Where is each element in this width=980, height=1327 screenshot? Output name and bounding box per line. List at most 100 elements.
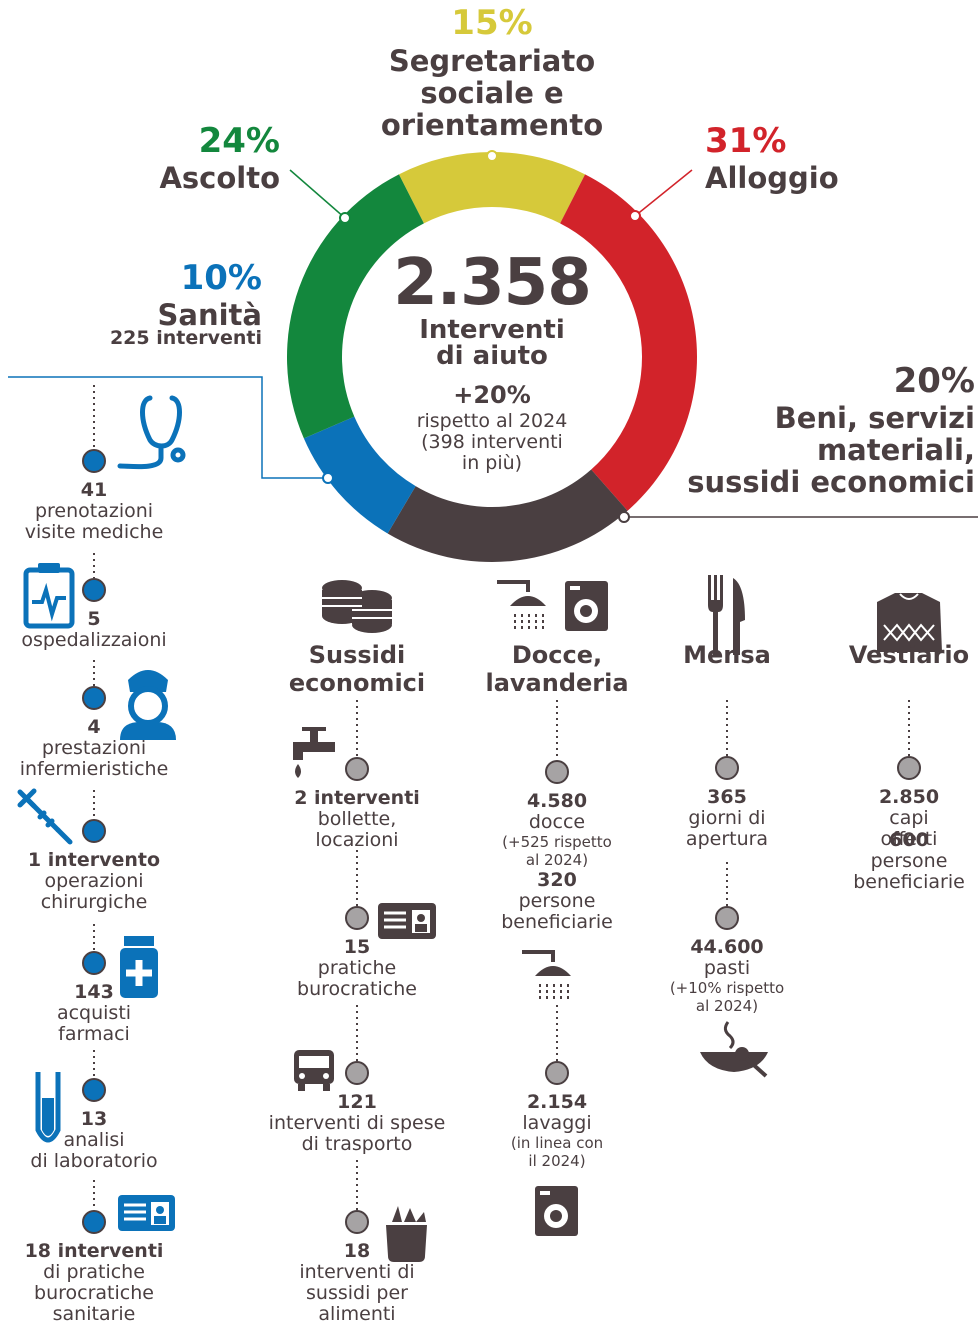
item-txt: capi offerti	[880, 807, 938, 850]
item-txt: pasti	[703, 957, 751, 979]
stethoscope-icon	[117, 395, 186, 470]
item-num: 365	[707, 786, 747, 808]
category-label: Sanità	[157, 298, 262, 332]
item-number: 18 interventi	[24, 1240, 164, 1262]
percent-label: 10%	[180, 258, 262, 298]
washer-icon	[535, 1186, 578, 1236]
item-number: 41	[80, 479, 108, 501]
sweater-icon	[877, 593, 942, 652]
item-note: (+10% rispetto al 2024)	[669, 979, 785, 1015]
category-label: Ascolto	[159, 161, 280, 195]
bullet	[82, 686, 106, 710]
item-number: 13	[80, 1108, 108, 1130]
grocery-bag-icon	[386, 1206, 427, 1262]
connector	[8, 376, 328, 479]
item-number: 4	[87, 716, 101, 738]
leader-dot	[322, 472, 334, 484]
shower-icon	[497, 580, 546, 630]
bullet	[545, 760, 569, 784]
item-text: prenotazioni visite mediche	[24, 500, 164, 543]
bullet	[82, 951, 106, 975]
shower-icon	[520, 950, 573, 1002]
donut-segment	[303, 416, 416, 534]
bullet	[82, 578, 106, 602]
item-number: 1 intervento	[27, 849, 161, 871]
section-title: Mensa	[683, 641, 771, 669]
item-text: prestazioni infermieristiche	[19, 737, 169, 780]
item-number: 5	[87, 608, 101, 630]
bullet	[82, 449, 106, 473]
item-txt: docce	[528, 811, 586, 833]
connector	[634, 169, 693, 217]
donut-segment	[560, 174, 697, 511]
item-txt: giorni di apertura	[685, 807, 769, 850]
category-note: 225 interventi	[109, 327, 262, 349]
item-txt: lavaggi	[522, 1112, 592, 1134]
bullet	[345, 1061, 369, 1085]
item-txt: interventi di spese di trasporto	[268, 1112, 446, 1155]
item-num: 320	[537, 869, 577, 891]
item-num: 2 interventi	[294, 787, 420, 809]
bullet	[345, 1210, 369, 1234]
section-title: Sussidi economici	[288, 641, 426, 697]
item-number: 143	[74, 981, 114, 1003]
total: 2.358	[393, 246, 591, 320]
item-num: 15	[343, 936, 371, 958]
section-title: Docce, lavanderia	[485, 641, 629, 697]
medicine-icon	[120, 936, 158, 998]
bullet	[545, 1061, 569, 1085]
item-note: (in linea con il 2024)	[510, 1134, 604, 1170]
item-txt: interventi di sussidi per alimenti	[299, 1261, 415, 1325]
bus-icon	[294, 1050, 334, 1091]
item-num: 4.580	[526, 790, 588, 812]
category-label: Beni, servizi materiali, sussidi economi…	[687, 401, 975, 499]
percent-label: 20%	[893, 361, 975, 401]
id-card-icon	[118, 1195, 175, 1231]
item-txt: persone beneficiarie	[853, 850, 965, 893]
bullet	[715, 756, 739, 780]
item-text: analisi di laboratorio	[30, 1129, 158, 1172]
item-num: 2.850	[878, 786, 940, 808]
donut-segment	[387, 469, 628, 562]
washer-icon	[565, 581, 608, 631]
bullet	[897, 756, 921, 780]
cutlery-icon	[708, 575, 745, 655]
category-label: Alloggio	[705, 161, 839, 195]
leader-dot	[629, 210, 641, 222]
tap-icon	[293, 727, 335, 778]
bullet	[345, 906, 369, 930]
item-txt: bollette, locazioni	[315, 808, 399, 851]
item-txt: pratiche burocratiche	[297, 957, 417, 1000]
item-text: acquisti farmaci	[56, 1002, 132, 1045]
test-tube-icon	[35, 1072, 61, 1143]
connector	[289, 169, 346, 219]
change: +20%	[453, 381, 531, 409]
leader-dot	[618, 511, 630, 523]
bullet	[82, 1210, 106, 1234]
donut-segment	[398, 152, 586, 224]
item-num: 2.154	[526, 1091, 588, 1113]
item-note: (+525 rispetto al 2024)	[502, 833, 612, 869]
category-label: Segretariato sociale e orientamento	[380, 44, 604, 142]
item-num: 121	[337, 1091, 377, 1113]
bullet	[82, 819, 106, 843]
change-note: rispetto al 2024 (398 interventi in più)	[416, 410, 568, 474]
item-txt: persone beneficiarie	[501, 890, 613, 933]
percent-label: 24%	[198, 121, 280, 161]
item-text: operazioni chirurgiche	[40, 870, 148, 913]
item-num: 18	[343, 1240, 371, 1262]
donut-segment	[286, 174, 424, 439]
item-text: ospedalizzaioni	[21, 629, 167, 651]
leader-dot	[339, 212, 351, 224]
percent-label: 31%	[705, 121, 787, 161]
clipboard-icon	[23, 563, 75, 629]
bullet	[345, 757, 369, 781]
item-num: 44.600	[690, 936, 764, 958]
item-num: 600	[889, 829, 929, 851]
section-title: Vestiario	[848, 641, 970, 669]
syringe-icon	[17, 788, 73, 845]
bullet	[715, 906, 739, 930]
dish-icon	[700, 1021, 768, 1078]
